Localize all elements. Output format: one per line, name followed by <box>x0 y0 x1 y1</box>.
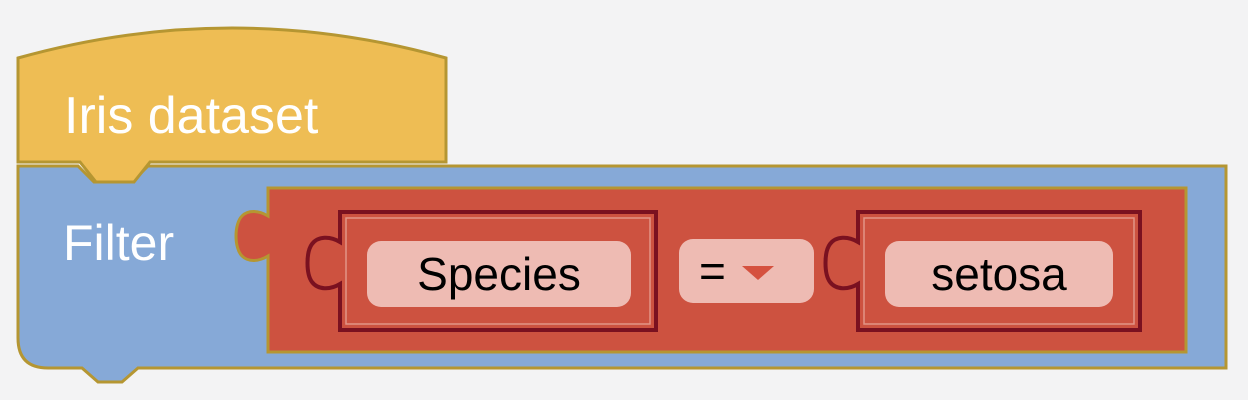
filter-label: Filter <box>63 215 175 271</box>
value-field-text: setosa <box>931 248 1067 300</box>
species-field-text: Species <box>417 248 581 300</box>
value-field[interactable]: setosa <box>885 241 1113 307</box>
operator-dropdown[interactable]: = <box>679 239 814 303</box>
species-field[interactable]: Species <box>367 241 631 307</box>
setosa-slot <box>823 210 1142 332</box>
iris-dataset-block[interactable] <box>16 26 448 184</box>
operator-text: = <box>699 245 726 297</box>
iris-dataset-label: Iris dataset <box>64 87 319 145</box>
dropdown-arrow-icon <box>741 266 774 280</box>
species-slot <box>305 210 658 332</box>
